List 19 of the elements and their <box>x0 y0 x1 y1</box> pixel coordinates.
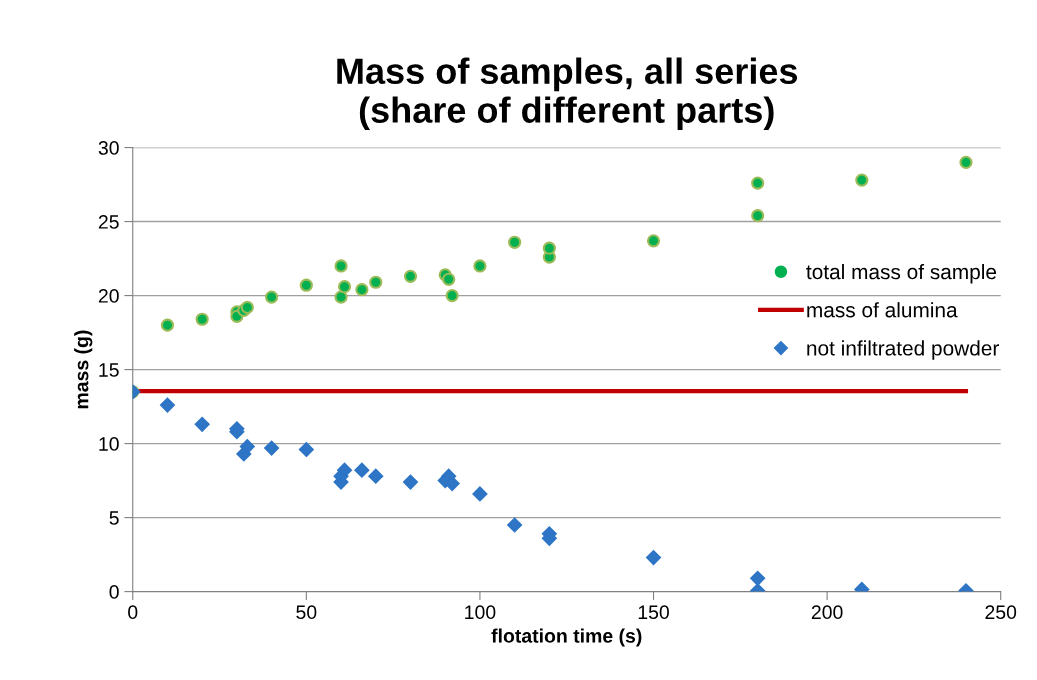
y-axis-title: mass (g) <box>74 330 93 409</box>
x-axis-title: flotation time (s) <box>491 628 642 647</box>
legend-label: mass of alumina <box>807 302 958 318</box>
x-tick-label: 200 <box>811 605 843 620</box>
x-tick-label: 100 <box>465 605 496 620</box>
y-tick-label: 15 <box>99 363 119 377</box>
x-tick-label: 150 <box>638 605 669 620</box>
y-tick-label: 5 <box>109 511 119 525</box>
x-tick-label: 0 <box>128 605 138 620</box>
y-tick-label: 10 <box>99 437 119 451</box>
y-tick-label: 20 <box>98 289 119 303</box>
x-tick-label: 50 <box>296 605 317 620</box>
x-tick-label: 250 <box>985 605 1017 620</box>
y-tick-label: 25 <box>98 215 119 229</box>
y-tick-label: 0 <box>109 585 119 599</box>
legend-label: total mass of sample <box>806 263 997 284</box>
y-tick-label: 30 <box>98 141 119 155</box>
chart-title: Mass of samples, all series (share of different parts) <box>337 57 798 131</box>
legend-label: not infiltrated powder <box>807 340 999 360</box>
